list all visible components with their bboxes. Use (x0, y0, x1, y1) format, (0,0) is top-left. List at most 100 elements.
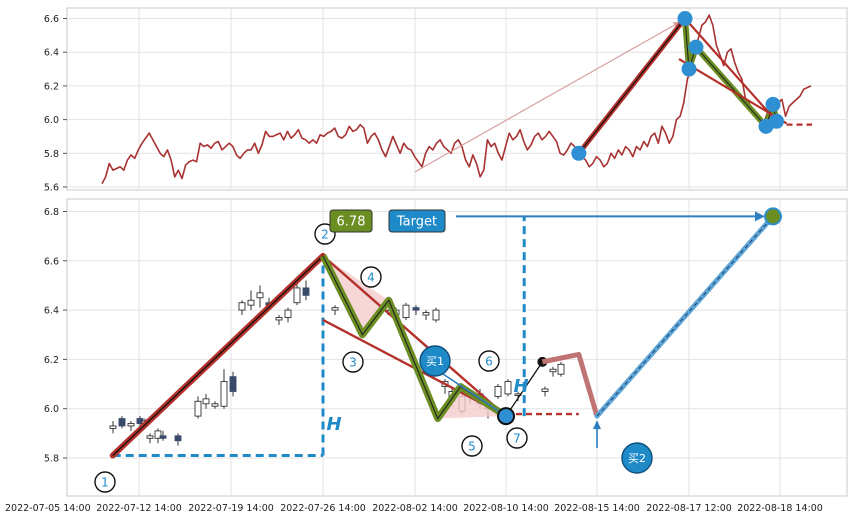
top-y-tick-label: 6.0 (44, 115, 59, 126)
target-arrow-head (755, 211, 765, 222)
x-tick-label: 2022-07-26 14:00 (280, 503, 366, 514)
pivot-marker (769, 113, 784, 129)
projection-start (505, 361, 543, 417)
bottom-y-tick-label: 6.2 (44, 355, 59, 366)
x-tick-label: 2022-07-12 14:00 (96, 503, 182, 514)
bottom-y-tick-labels: 5.8 6.0 6.2 6.4 6.6 6.8 (44, 207, 67, 465)
candle-body (220, 381, 228, 407)
pivot-label-1: 1 (101, 476, 109, 490)
candle-body (109, 425, 117, 429)
pivot-7-marker (497, 407, 515, 426)
candle-body (557, 363, 565, 375)
top-y-tick-label: 5.8 (44, 149, 59, 160)
bottom-panel: 5.86.06.26.46.66.8 2022-07-05 14:00 2022-… (5, 198, 848, 514)
buy2-label: 买2 (628, 452, 646, 465)
pivot-label-circle (478, 350, 500, 372)
candle-body (331, 307, 339, 311)
candle-body (402, 304, 410, 318)
candle-body (549, 368, 557, 373)
candle-body (238, 302, 246, 311)
x-tick-label: 2022-07-05 14:00 (5, 503, 91, 514)
buy2-arrow-head (593, 420, 601, 430)
candle-body (504, 381, 512, 395)
bottom-pattern-overlay: 1 2 3 4 5 6 7 H H 买1 买2 6.78 Target (94, 207, 782, 493)
pivot-label-4: 4 (367, 271, 375, 285)
pivot-label-circle (360, 266, 382, 288)
pivot-marker (571, 145, 587, 161)
bottom-y-tick-label: 6.8 (44, 207, 59, 218)
candle-body (494, 386, 502, 397)
candle-body (302, 287, 310, 296)
buy1-arrow-line (435, 368, 501, 413)
candle-body (256, 292, 264, 299)
pivot-label-5: 5 (468, 440, 476, 454)
candle-body (159, 435, 167, 439)
x-tick-label: 2022-08-18 14:00 (737, 503, 823, 514)
candle-body (275, 317, 283, 321)
candle-body (412, 307, 420, 311)
pivot-marker (681, 61, 697, 77)
candle-body (211, 403, 219, 407)
candle-body (432, 309, 440, 321)
bottom-y-tick-label: 5.8 (44, 454, 59, 465)
candle-body (422, 312, 430, 316)
pivot-label-2: 2 (321, 228, 329, 242)
wave-fill-a (323, 255, 389, 335)
x-tick-label: 2022-08-15 14:00 (554, 503, 640, 514)
candle-body (229, 376, 237, 392)
impulse-leg-core (112, 255, 324, 457)
pivot-marker (688, 39, 704, 55)
wave-fill-b (437, 386, 506, 419)
buy2-badge (621, 442, 653, 474)
pivot-label-circle (461, 435, 483, 457)
bottom-y-tick-label: 6.4 (44, 306, 59, 317)
buy1-label: 买1 (426, 355, 444, 368)
price-badge (329, 209, 373, 233)
pivot-label-circle (94, 471, 116, 493)
candle-body (293, 287, 301, 304)
bottom-y-tick-label: 6.0 (44, 404, 59, 415)
candle-body (247, 299, 255, 306)
impulse-leg-core (578, 18, 686, 154)
candle-body (284, 309, 292, 318)
top-panel: 5.6 5.8 6.0 6.2 6.4 6.6 (44, 7, 848, 194)
pivot-marker (677, 11, 693, 26)
height-label-left: H (326, 414, 341, 435)
target-badge-text: Target (396, 215, 437, 230)
x-tick-label: 2022-08-17 12:00 (646, 503, 732, 514)
candle-body (174, 435, 182, 442)
buy1-badge (419, 345, 451, 377)
target-badge (388, 209, 446, 233)
candle-body (202, 398, 210, 405)
top-y-tick-label: 6.6 (44, 14, 59, 25)
candle-body (146, 435, 154, 439)
x-tick-labels: 2022-07-05 14:00 2022-07-12 14:00 2022-07-… (5, 503, 823, 514)
top-grid (67, 8, 847, 190)
pivot-marker (765, 96, 781, 112)
top-pattern-overlay (101, 11, 812, 185)
pivot-label-3: 3 (349, 356, 357, 370)
x-tick-label: 2022-08-10 14:00 (463, 503, 549, 514)
price-badge-text: 6.78 (337, 215, 366, 230)
top-panel-frame (66, 7, 848, 191)
top-y-tick-label: 6.2 (44, 81, 59, 92)
channel-lower (678, 58, 788, 125)
bottom-panel-frame (66, 198, 848, 497)
x-tick-label: 2022-07-19 14:00 (188, 503, 274, 514)
pivot-label-circle (506, 427, 528, 449)
top-y-tick-label: 5.6 (44, 183, 59, 194)
pivot-label-6: 6 (485, 355, 493, 369)
channel-upper (684, 17, 778, 123)
pivot-label-circle (342, 351, 364, 373)
candle-body (127, 423, 135, 427)
projection-rally-core (596, 216, 774, 417)
channel-upper (322, 254, 507, 417)
height-label-right: H (513, 376, 528, 397)
bottom-y-tick-label: 6.6 (44, 256, 59, 267)
candle-body (194, 400, 202, 417)
top-y-tick-label: 6.4 (44, 48, 59, 59)
projection-arrow-line (414, 21, 680, 173)
candle-body (541, 388, 549, 392)
candle-body (118, 418, 126, 427)
